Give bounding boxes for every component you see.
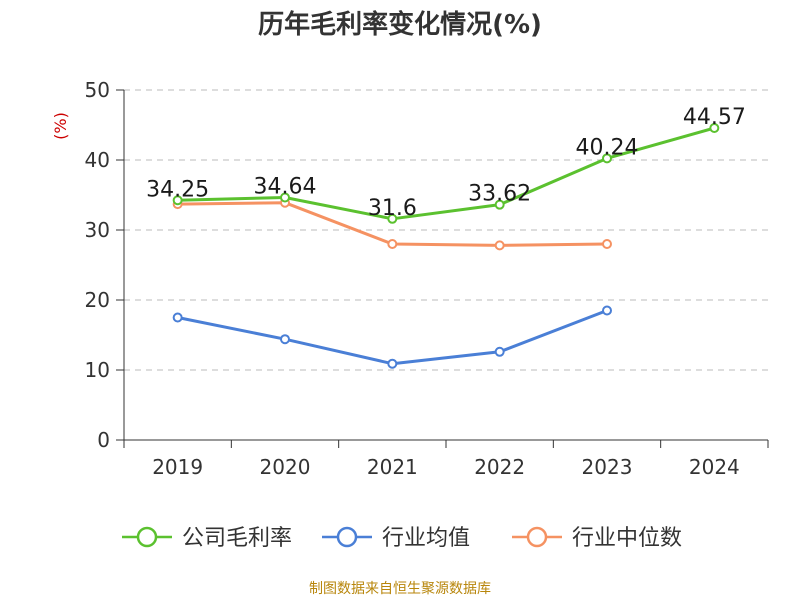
legend-item-industry_median[interactable]: 行业中位数 — [512, 526, 682, 551]
data-point-company[interactable] — [172, 195, 183, 206]
legend-marker — [336, 526, 358, 548]
data-point-company[interactable] — [709, 123, 720, 134]
data-label: 34.25 — [146, 177, 209, 202]
data-label: 44.57 — [683, 105, 746, 130]
data-point-industry_median[interactable] — [602, 239, 612, 249]
data-point-industry_avg[interactable] — [280, 334, 290, 345]
x-tick-label: 2021 — [367, 455, 418, 479]
data-label: 31.6 — [368, 196, 417, 221]
gridlines — [124, 89, 768, 371]
source-note: 制图数据来自恒生聚源数据库 — [309, 581, 491, 597]
data-label: 34.64 — [254, 175, 317, 200]
x-tick-label: 2019 — [152, 455, 203, 479]
chart-title: 历年毛利率变化情况(%) — [258, 10, 542, 40]
data-point-company[interactable] — [602, 153, 612, 164]
y-tick-label: 20 — [85, 288, 110, 312]
data-point-industry_avg[interactable] — [494, 346, 505, 357]
data-point-company[interactable] — [280, 192, 290, 203]
legend-label: 公司毛利率 — [182, 526, 292, 551]
y-tick-label: 30 — [85, 218, 110, 242]
series-lines — [172, 123, 720, 369]
data-point-company[interactable] — [387, 213, 398, 224]
legend-item-company[interactable]: 公司毛利率 — [122, 526, 292, 551]
data-point-industry_median[interactable] — [387, 239, 398, 249]
data-point-industry_avg[interactable] — [602, 305, 612, 316]
legend-marker — [136, 526, 158, 548]
y-tick-label: 0 — [97, 428, 110, 452]
series-line-company — [177, 126, 715, 221]
y-tick-label: 10 — [85, 358, 110, 382]
data-label: 40.24 — [576, 135, 639, 160]
x-tick-label: 2023 — [582, 455, 633, 479]
data-point-company[interactable] — [494, 199, 505, 210]
axes: 0 10 20 30 40 50 2019 2020 2021 2022 2023 2024 — [85, 78, 769, 479]
data-label: 33.62 — [468, 182, 531, 207]
data-point-industry_avg[interactable] — [172, 312, 183, 323]
x-tick-label: 2022 — [474, 455, 525, 479]
y-tick-label: 50 — [85, 78, 110, 102]
x-tick-label: 2024 — [689, 455, 740, 479]
series-line-industry_avg — [177, 309, 608, 366]
legend-marker — [526, 526, 548, 548]
y-tick-label: 40 — [85, 148, 110, 172]
x-tick-label: 2020 — [260, 455, 311, 479]
legend[interactable]: 公司毛利率 行业均值 行业中位数 — [122, 526, 682, 551]
legend-label: 行业均值 — [382, 526, 470, 551]
data-point-industry_median[interactable] — [494, 240, 505, 251]
data-labels: 34.25 34.64 31.6 33.62 40.24 44.57 — [146, 105, 746, 221]
data-point-industry_avg[interactable] — [387, 358, 398, 369]
legend-label: 行业中位数 — [572, 526, 682, 551]
legend-item-industry_avg[interactable]: 行业均值 — [322, 526, 470, 551]
y-axis-unit-label: (%) — [51, 112, 70, 140]
